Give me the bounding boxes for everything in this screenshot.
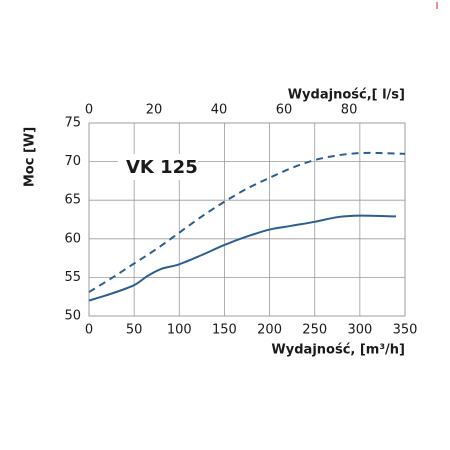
x-axis-title: Wydajność, [m³/h] (271, 343, 405, 358)
y-tick-label: 50 (64, 309, 81, 324)
series-line (88, 151, 406, 293)
y-tick-label: 60 (64, 231, 81, 246)
x-tick-label: 250 (302, 323, 327, 338)
annotation-bg (118, 154, 198, 180)
x2-tick-label: 80 (341, 103, 358, 118)
x2-tick-label: 40 (211, 103, 228, 118)
y-axis-title: Moc [W] (23, 127, 38, 187)
y-tick-label: 70 (64, 154, 81, 169)
x2-tick-label: 0 (85, 103, 93, 118)
x-tick-label: 100 (167, 323, 192, 338)
plot: 50 55 60 65 70 75 0 50 100 150 200 250 300 350 0 20 40 60… (64, 103, 417, 338)
x2-tick-label: 20 (146, 103, 163, 118)
x-tick-label: 200 (257, 323, 282, 338)
x-tick-label: 150 (212, 323, 237, 338)
y-tick-label: 75 (64, 116, 81, 131)
x-tick-label: 0 (85, 323, 93, 338)
annotation: VK 125 (126, 157, 198, 178)
x-tick-label: 300 (347, 323, 372, 338)
x-tick-label: 350 (393, 323, 418, 338)
x2-tick-label: 60 (276, 103, 293, 118)
series-line (88, 214, 396, 302)
x2-axis-title: Wydajność,[ l/s] (288, 88, 405, 103)
plot-frame (88, 122, 406, 317)
y-tick-label: 65 (64, 193, 81, 208)
y-tick-label: 55 (64, 270, 81, 285)
x-tick-label: 50 (126, 323, 143, 338)
